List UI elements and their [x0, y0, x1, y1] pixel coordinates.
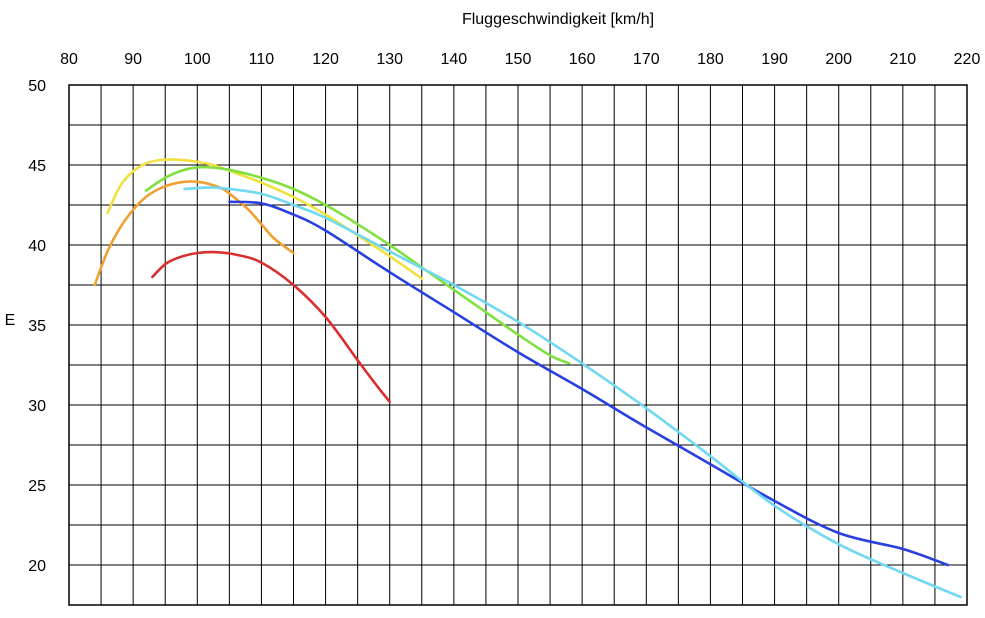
y-tick-labels: 20 25 30 35 40 45 50 [28, 78, 46, 575]
x-tick-label: 140 [441, 51, 468, 68]
y-tick-label: 20 [28, 558, 46, 575]
y-tick-label: 40 [28, 238, 46, 255]
grid [69, 85, 967, 605]
x-tick-label: 220 [954, 51, 981, 68]
series-group [93, 158, 962, 599]
y-axis-title: E [5, 312, 16, 329]
x-tick-label: 100 [184, 51, 211, 68]
x-tick-label: 160 [569, 51, 596, 68]
x-tick-label: 170 [633, 51, 660, 68]
series-line-5 [228, 200, 950, 567]
series-line-3 [144, 165, 571, 365]
y-tick-label: 25 [28, 478, 46, 495]
y-tick-label: 50 [28, 78, 46, 95]
y-tick-label: 45 [28, 158, 46, 175]
y-tick-label: 35 [28, 318, 46, 335]
x-axis-title: Fluggeschwindigkeit [km/h] [462, 11, 654, 28]
series-line-2 [93, 180, 295, 287]
series-line-4 [151, 250, 391, 404]
x-tick-label: 190 [761, 51, 788, 68]
series-line-1 [106, 158, 424, 280]
x-tick-label: 120 [312, 51, 339, 68]
series-line-6 [183, 186, 962, 599]
x-tick-label: 80 [60, 51, 78, 68]
x-tick-label: 200 [825, 51, 852, 68]
x-tick-label: 210 [890, 51, 917, 68]
x-tick-labels: 80 90 100 110 120 130 140 150 160 170 180 190 200 210… [60, 51, 980, 68]
x-tick-label: 180 [697, 51, 724, 68]
x-tick-label: 110 [249, 51, 275, 68]
y-tick-label: 30 [28, 398, 46, 415]
x-tick-label: 90 [124, 51, 142, 68]
x-tick-label: 130 [376, 51, 403, 68]
x-tick-label: 150 [505, 51, 532, 68]
plot-frame [68, 84, 968, 606]
